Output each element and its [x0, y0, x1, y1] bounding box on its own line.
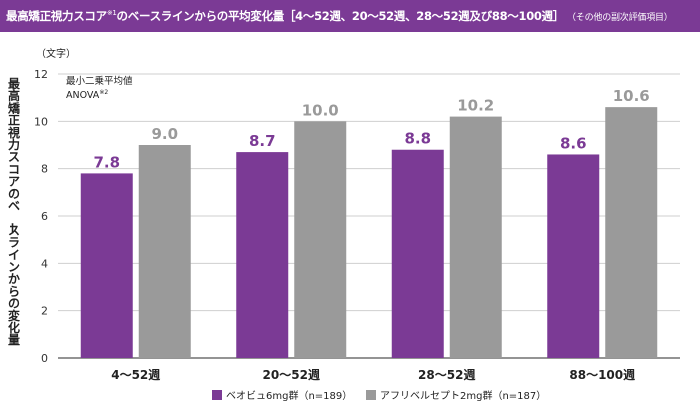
x-category-label: 20～52週 — [263, 367, 320, 382]
y-unit-label: （文字） — [36, 47, 76, 60]
legend-swatch — [366, 390, 376, 400]
bar-aflibercept — [449, 116, 502, 358]
y-tick-label: 0 — [41, 352, 48, 365]
bar-beovu — [391, 149, 444, 358]
annotation-line1: 最小二乗平均値 — [66, 75, 133, 87]
data-label-aflibercept: 10.2 — [457, 97, 494, 115]
y-axis-ticks: 0 2 4 6 8 10 12 — [34, 68, 48, 365]
data-label-aflibercept: 9.0 — [151, 125, 178, 143]
y-axis-title: 最高矯正視力スコアのベースラインからの変化量 — [5, 77, 21, 347]
legend: ベオビュ6mg群（n=189） アフリベルセプト2mg群（n=187） — [212, 389, 546, 402]
data-label-beovu: 8.7 — [249, 132, 276, 150]
y-tick-label: 8 — [41, 163, 48, 176]
bar-chart: （文字） 最小二乗平均値 ANOVA※2 最高矯正視力スコアのベースラインからの… — [5, 47, 680, 402]
title-bar: 最高矯正視力スコア※1のベースラインからの平均変化量［4～52週、20～52週、… — [0, 0, 700, 32]
bar-aflibercept — [138, 145, 191, 358]
bar-aflibercept — [605, 107, 658, 358]
bars: 7.8 9.0 8.7 10.0 8.8 10.2 8.6 10.6 — [80, 87, 658, 358]
x-category-label: 88～100週 — [569, 367, 635, 382]
x-category-label: 28～52週 — [418, 367, 475, 382]
bar-aflibercept — [294, 121, 347, 358]
bar-beovu — [547, 154, 600, 358]
bar-beovu — [80, 173, 133, 358]
y-tick-label: 4 — [41, 257, 48, 270]
data-label-beovu: 8.6 — [560, 134, 587, 152]
legend-label: ベオビュ6mg群（n=189） — [226, 389, 352, 402]
data-label-aflibercept: 10.0 — [302, 101, 339, 119]
legend-swatch — [212, 390, 222, 400]
y-tick-label: 12 — [34, 68, 48, 81]
y-tick-label: 10 — [34, 115, 48, 128]
y-axis-title-text: 最高矯正視力スコアのベースラインからの変化量 — [5, 77, 21, 347]
x-category-label: 4～52週 — [111, 367, 160, 382]
data-label-aflibercept: 10.6 — [613, 87, 650, 105]
chart-title: 最高矯正視力スコア※1のベースラインからの平均変化量［4～52週、20～52週、… — [6, 9, 564, 23]
legend-label: アフリベルセプト2mg群（n=187） — [380, 389, 546, 402]
chart-subtitle: （その他の副次評価項目） — [567, 12, 673, 23]
y-tick-label: 2 — [41, 305, 48, 318]
data-label-beovu: 7.8 — [93, 153, 120, 171]
y-tick-label: 6 — [41, 210, 48, 223]
annotation-line2: ANOVA※2 — [66, 89, 108, 101]
data-label-beovu: 8.8 — [404, 130, 431, 148]
bar-beovu — [236, 152, 289, 358]
x-axis-categories: 4～52週 20～52週 28～52週 88～100週 — [111, 367, 635, 382]
